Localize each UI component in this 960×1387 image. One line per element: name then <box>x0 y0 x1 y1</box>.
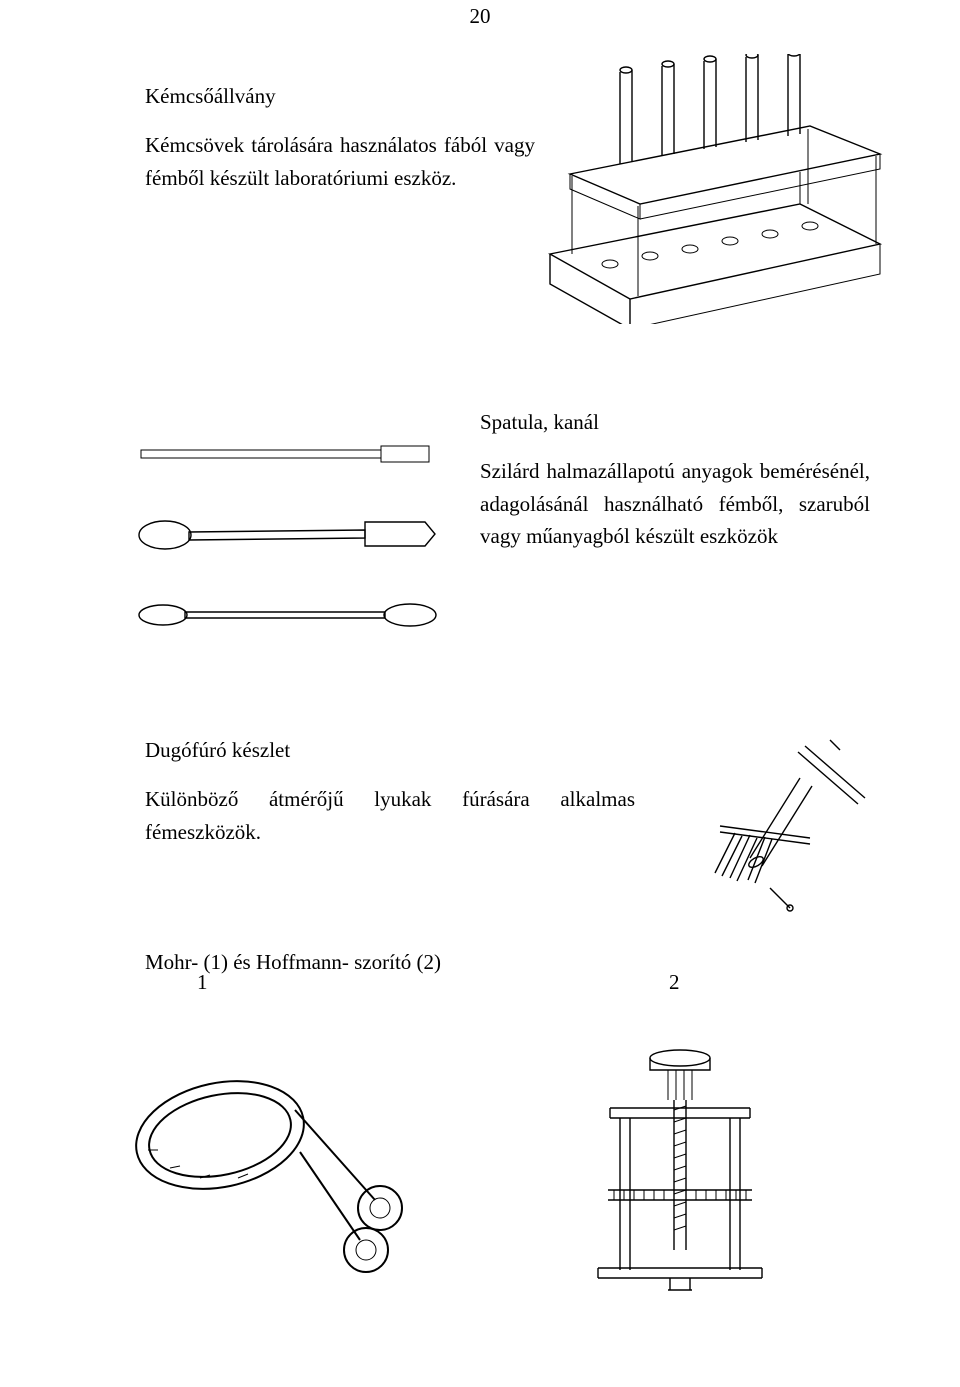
heading-spatula: Spatula, kanál <box>480 410 870 435</box>
clamp-labels: 1 2 <box>145 970 870 995</box>
body-spatula: Szilárd halmazállapotú anyagok bemérésén… <box>480 455 870 553</box>
hoffmann-clamp-illustration <box>550 1040 790 1320</box>
body-kemcsoallvany: Kémcsövek tárolására használatos fából v… <box>145 129 535 194</box>
body-dugofuro: Különböző átmérőjű lyukak fúrására alkal… <box>145 783 635 848</box>
label-1: 1 <box>145 970 357 995</box>
spatula-spoon-illustration <box>135 440 455 650</box>
label-2: 2 <box>357 970 680 995</box>
heading-kemcsoallvany: Kémcsőállvány <box>145 84 535 109</box>
section-dugofuro: Dugófúró készlet Különböző átmérőjű lyuk… <box>145 708 870 848</box>
section-spatula: Spatula, kanál Szilárd halmazállapotú an… <box>145 380 870 553</box>
page-number: 20 <box>0 4 960 29</box>
cork-borer-set-illustration <box>690 738 880 918</box>
test-tube-rack-illustration <box>540 54 890 324</box>
clamp-illustrations-row <box>120 1040 900 1320</box>
mohr-clamp-illustration <box>120 1040 440 1300</box>
heading-dugofuro: Dugófúró készlet <box>145 738 635 763</box>
document-page: 20 Kémcsőállvány Kémcsövek tárolására ha… <box>0 0 960 1387</box>
section-kemcsoallvany: Kémcsőállvány Kémcsövek tárolására haszn… <box>145 54 870 194</box>
